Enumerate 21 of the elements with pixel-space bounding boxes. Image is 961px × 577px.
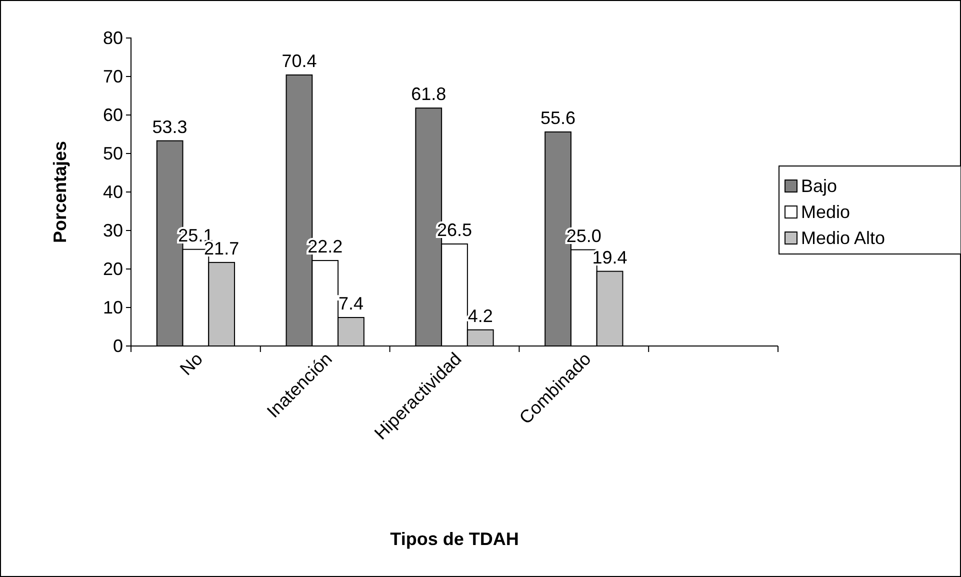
y-tick-label: 80 [102,28,123,48]
y-tick-label: 30 [102,220,123,240]
data-label: 70.4 [282,50,317,71]
data-label: 55.6 [540,108,576,128]
y-tick-label: 40 [102,182,123,202]
legend-label: Medio [801,202,850,222]
y-tick-label: 70 [102,66,123,86]
data-label: 53.3 [152,116,188,137]
data-label: 4.2 [468,306,493,326]
y-tick-label: 50 [102,143,123,164]
y-tick-label: 60 [102,104,123,125]
x-axis-title: Tipos de TDAH [390,529,519,549]
y-tick-label: 10 [102,297,123,318]
y-axis-title: Porcentajes [50,140,70,244]
y-tick-label: 0 [112,336,123,356]
data-label: 61.8 [411,84,446,104]
x-tick-label: No [176,348,207,380]
y-tick-label: 20 [102,258,123,279]
data-label: 7.4 [338,294,364,314]
legend-label: Medio Alto [801,228,886,248]
legend-label: Bajo [801,176,838,196]
